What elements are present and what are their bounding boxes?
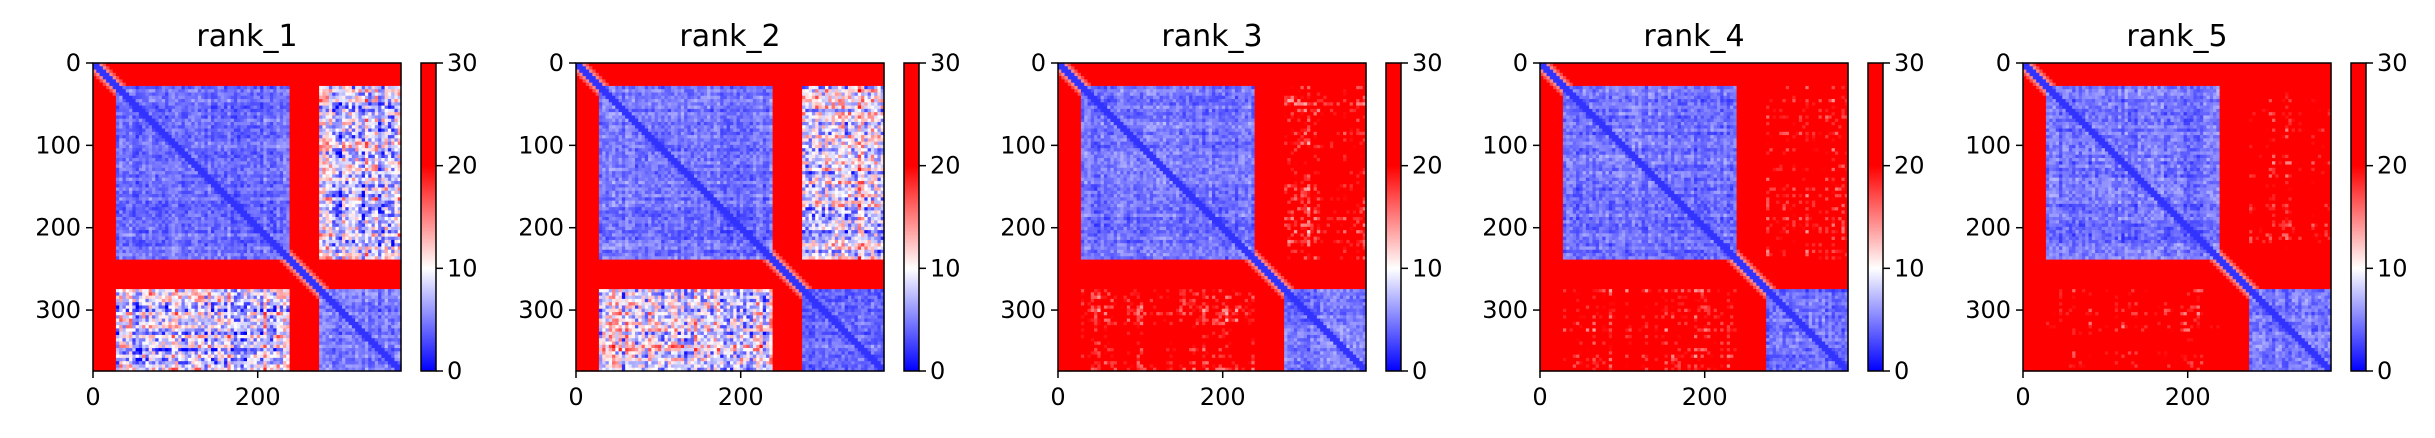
y-tick-label: 200 (1000, 214, 1046, 242)
x-tick-label: 0 (85, 383, 100, 411)
y-tick-label: 0 (549, 49, 564, 77)
y-tick-label: 300 (1965, 296, 2011, 324)
x-tick-label: 200 (718, 383, 764, 411)
x-tick-label: 0 (568, 383, 583, 411)
y-tick-label: 100 (1000, 131, 1046, 159)
heatmap-cells (1058, 63, 1367, 372)
y-tick-label: 0 (1513, 49, 1528, 77)
colorbar (1386, 63, 1401, 371)
x-tick-label: 200 (235, 383, 281, 411)
y-tick-label: 200 (1965, 214, 2011, 242)
y-tick-label: 200 (518, 214, 564, 242)
colorbar-tick-label: 10 (447, 254, 478, 282)
colorbar-tick-label: 30 (930, 49, 961, 77)
y-tick-label: 100 (1482, 131, 1528, 159)
colorbar-tick-label: 20 (447, 152, 478, 180)
colorbar (904, 63, 919, 371)
colorbar-tick-label: 10 (1412, 254, 1443, 282)
colorbar-tick-label: 30 (2377, 49, 2408, 77)
y-tick-label: 200 (35, 214, 81, 242)
x-tick-label: 200 (1682, 383, 1728, 411)
colorbar-tick-label: 30 (447, 49, 478, 77)
colorbar-tick-label: 10 (930, 254, 961, 282)
y-tick-label: 300 (35, 296, 81, 324)
colorbar-tick-label: 20 (1412, 152, 1443, 180)
y-tick-label: 0 (1996, 49, 2011, 77)
colorbar-tick-label: 0 (930, 357, 945, 385)
y-tick-label: 300 (518, 296, 564, 324)
y-tick-label: 100 (35, 131, 81, 159)
x-tick-label: 0 (1050, 383, 1065, 411)
y-tick-label: 100 (1965, 131, 2011, 159)
heatmap-panel-5: rank_5 0 100 200 300 0 200 0 10 20 30 (1965, 19, 2407, 411)
panel-title: rank_1 (196, 19, 297, 54)
colorbar-tick-label: 0 (447, 357, 462, 385)
x-tick-label: 200 (2165, 383, 2211, 411)
heatmap-panel-4: rank_4 0 100 200 300 0 200 0 10 20 30 (1482, 19, 1924, 411)
y-tick-label: 100 (518, 131, 564, 159)
x-tick-label: 200 (1200, 383, 1246, 411)
heatmap-panel-3: rank_3 0 100 200 300 0 200 0 10 20 30 (1000, 19, 1442, 411)
heatmap-panel-2: rank_2 0 100 200 300 0 200 0 10 20 30 (518, 19, 960, 411)
y-tick-label: 300 (1482, 296, 1528, 324)
panel-title: rank_3 (1161, 19, 1262, 54)
panel-title: rank_5 (2126, 19, 2227, 54)
heatmap-panel-1: rank_1 0 100 200 300 0 200 0 10 20 30 (35, 19, 477, 411)
colorbar (421, 63, 436, 371)
colorbar-tick-label: 0 (2377, 357, 2392, 385)
colorbar-tick-label: 20 (2377, 152, 2408, 180)
colorbar-tick-label: 20 (930, 152, 961, 180)
heatmap-cells (576, 63, 885, 372)
heatmap-cells (93, 63, 402, 372)
colorbar-tick-label: 0 (1412, 357, 1427, 385)
y-tick-label: 300 (1000, 296, 1046, 324)
y-tick-label: 0 (66, 49, 81, 77)
colorbar-tick-label: 10 (2377, 254, 2408, 282)
colorbar-tick-label: 0 (1894, 357, 1909, 385)
x-tick-label: 0 (1532, 383, 1547, 411)
y-tick-label: 0 (1031, 49, 1046, 77)
colorbar-tick-label: 30 (1894, 49, 1925, 77)
colorbar-tick-label: 30 (1412, 49, 1443, 77)
x-tick-label: 0 (2015, 383, 2030, 411)
colorbar (1868, 63, 1883, 371)
heatmap-cells (2023, 63, 2332, 372)
colorbar-tick-label: 10 (1894, 254, 1925, 282)
y-tick-label: 200 (1482, 214, 1528, 242)
colorbar-tick-label: 20 (1894, 152, 1925, 180)
colorbar (2351, 63, 2366, 371)
heatmap-cells (1540, 63, 1849, 372)
panel-title: rank_2 (679, 19, 780, 54)
panel-title: rank_4 (1643, 19, 1744, 54)
